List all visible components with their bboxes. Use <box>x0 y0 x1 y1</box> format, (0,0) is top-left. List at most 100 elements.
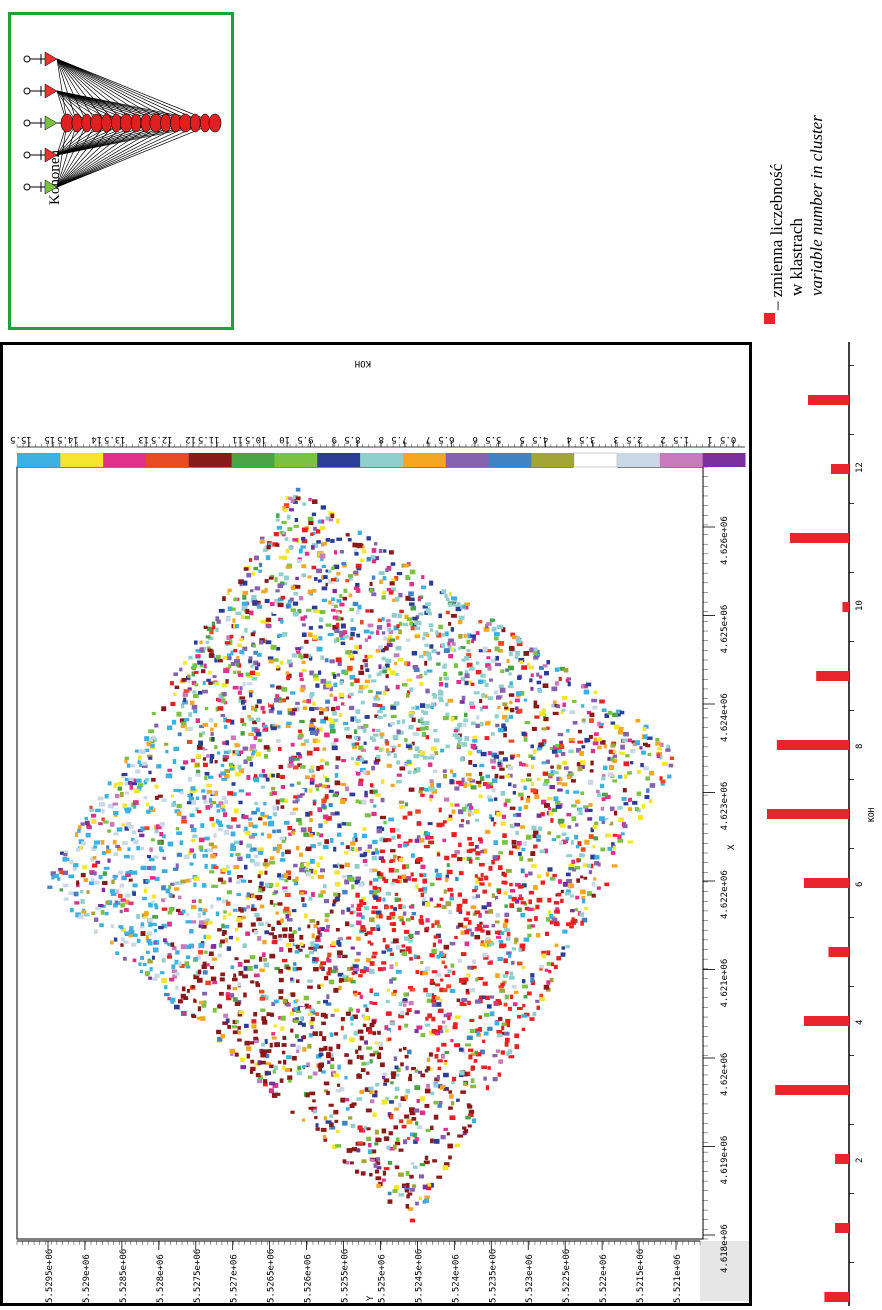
cluster-point <box>172 719 177 725</box>
cluster-point <box>444 594 448 598</box>
cluster-point <box>599 722 604 726</box>
cluster-point <box>236 893 241 897</box>
cluster-point <box>580 920 584 926</box>
cluster-point <box>274 577 278 583</box>
cluster-point <box>464 736 470 741</box>
cluster-point <box>122 841 128 846</box>
cluster-point <box>333 718 339 722</box>
cluster-point <box>636 769 641 774</box>
cluster-point <box>412 1132 418 1138</box>
cluster-point <box>296 650 301 655</box>
cluster-point <box>561 832 567 836</box>
cluster-point <box>350 618 354 623</box>
cluster-point <box>504 1031 510 1036</box>
cluster-point <box>373 1163 378 1168</box>
cluster-point <box>338 985 342 991</box>
cluster-point <box>347 1059 353 1065</box>
cluster-point <box>373 891 378 897</box>
cluster-point <box>321 1036 327 1041</box>
cluster-point <box>637 808 641 813</box>
cluster-point <box>381 779 385 784</box>
cluster-point <box>183 996 189 1000</box>
cluster-point <box>452 1076 457 1082</box>
cluster-point <box>471 848 477 852</box>
cluster-point <box>565 944 570 949</box>
cluster-point <box>242 681 246 687</box>
cluster-point <box>248 658 253 664</box>
cluster-point <box>441 1042 447 1047</box>
cluster-point <box>596 792 601 798</box>
cluster-point <box>419 673 423 679</box>
cluster-point <box>394 1165 400 1170</box>
cluster-point <box>580 875 584 879</box>
cluster-point <box>500 1050 505 1055</box>
cluster-point <box>151 894 156 899</box>
cluster-point <box>251 705 255 711</box>
cluster-point <box>219 991 224 996</box>
cluster-point <box>437 1025 443 1030</box>
cluster-point <box>505 869 512 873</box>
cluster-point <box>195 769 201 774</box>
cluster-point <box>414 705 420 710</box>
cluster-point <box>412 732 419 736</box>
cluster-point <box>367 654 373 658</box>
cluster-point <box>342 889 348 895</box>
cluster-point <box>243 567 249 571</box>
cluster-point <box>476 876 480 880</box>
cluster-point <box>445 744 450 749</box>
cluster-point <box>516 907 522 912</box>
cluster-point <box>409 957 413 961</box>
cluster-point <box>516 691 522 696</box>
cluster-point <box>203 762 208 768</box>
cluster-point <box>374 793 381 797</box>
cluster-point <box>365 1061 370 1066</box>
cluster-point <box>290 608 296 612</box>
cluster-point <box>398 1048 402 1052</box>
cluster-point <box>432 702 436 706</box>
cluster-point <box>176 811 182 816</box>
cluster-point <box>533 651 537 656</box>
cluster-point <box>406 1008 412 1013</box>
cluster-point <box>251 904 255 909</box>
cluster-point <box>634 807 639 811</box>
cluster-point <box>435 973 442 977</box>
cluster-point <box>505 1018 511 1023</box>
cluster-point <box>293 863 298 868</box>
cluster-point <box>601 708 607 713</box>
cluster-point <box>440 1134 446 1140</box>
cluster-point <box>474 885 479 891</box>
cluster-point <box>226 995 232 1001</box>
cluster-point <box>374 888 380 894</box>
cluster-point <box>544 671 549 676</box>
cluster-point <box>389 1146 395 1151</box>
cluster-point <box>424 1155 429 1160</box>
cluster-point <box>324 784 331 789</box>
cluster-point <box>394 1086 400 1091</box>
cluster-point <box>340 1025 344 1031</box>
cluster-point <box>173 746 180 751</box>
cluster-point <box>271 612 277 616</box>
cluster-point <box>575 823 579 827</box>
cluster-point <box>336 572 341 576</box>
cluster-point <box>462 898 468 904</box>
cluster-point <box>191 758 195 763</box>
cluster-point <box>356 907 362 911</box>
cluster-point <box>485 721 489 726</box>
cluster-point <box>381 961 387 965</box>
cluster-point <box>237 1038 242 1042</box>
cluster-point <box>137 755 142 760</box>
cluster-point <box>323 820 328 824</box>
cluster-point <box>254 973 260 978</box>
cluster-point <box>479 763 485 768</box>
cluster-point <box>264 579 269 583</box>
cluster-point <box>441 1020 446 1024</box>
cluster-point <box>591 698 598 703</box>
cluster-point <box>321 1070 326 1074</box>
cluster-point <box>418 857 423 862</box>
cluster-point <box>205 635 211 639</box>
cluster-point <box>553 771 559 775</box>
cluster-point <box>246 682 253 686</box>
cluster-point <box>296 752 301 756</box>
cluster-point <box>250 589 254 593</box>
cluster-point <box>447 641 451 646</box>
